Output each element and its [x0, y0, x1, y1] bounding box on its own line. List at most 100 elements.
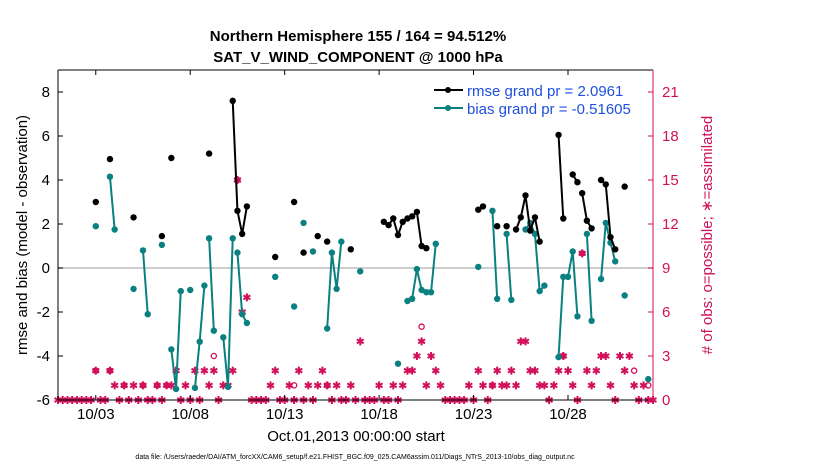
bias-point — [328, 249, 336, 256]
bias-point — [144, 311, 151, 318]
obs-assimilated-point — [474, 366, 483, 375]
y-right-tick-label: 0 — [662, 392, 670, 409]
bias-point — [139, 247, 147, 254]
x-tick-label: 10/13 — [266, 406, 304, 423]
y-right-tick-label: 15 — [662, 172, 679, 189]
bias-point — [168, 346, 175, 353]
obs-assimilated-point — [488, 381, 497, 390]
rmse-point — [475, 206, 482, 213]
obs-assimilated-point — [181, 381, 190, 390]
rmse-point — [531, 214, 539, 221]
y-tick-label: 2 — [42, 216, 50, 233]
obs-assimilated-point — [323, 381, 332, 390]
obs-assimilated-point — [587, 381, 596, 390]
y-axis-label: rmse and bias (model - observation) — [14, 115, 31, 355]
rmse-point — [323, 238, 331, 245]
bias-point — [309, 248, 317, 255]
bias-point — [243, 319, 251, 327]
rmse-point — [612, 246, 619, 253]
obs-assimilated-point — [408, 366, 417, 375]
obs-assimilated-point — [436, 381, 445, 390]
obs-assimilated-point — [639, 381, 648, 390]
obs-assimilated-point — [375, 381, 384, 390]
rmse-point — [569, 171, 576, 178]
rmse-line — [231, 100, 248, 235]
bias-point — [210, 327, 218, 334]
obs-assimilated-point — [427, 352, 436, 360]
rmse-line — [557, 134, 565, 219]
bias-point — [158, 241, 166, 249]
rmse-point — [314, 232, 321, 240]
bias-point — [612, 258, 619, 265]
obs-assimilated-point — [398, 381, 407, 390]
bias-point — [290, 303, 298, 310]
obs-assimilated-point — [356, 337, 365, 346]
bias-point — [111, 226, 118, 233]
bias-point — [602, 219, 609, 227]
obs-assimilated-point — [540, 381, 549, 390]
bias-point — [493, 295, 501, 302]
obs-assimilated-point — [412, 352, 421, 360]
rmse-point — [390, 215, 397, 222]
bias-point — [489, 207, 496, 214]
legend-rmse-label: rmse grand pr = 2.0961 — [467, 83, 623, 100]
rmse-point — [380, 218, 388, 225]
obs-assimilated-point — [318, 366, 327, 375]
obs-assimilated-point — [422, 381, 431, 390]
rmse-point — [574, 179, 581, 186]
obs-assimilated-point — [502, 381, 511, 390]
obs-assimilated-point — [568, 381, 577, 390]
obs-assimilated-point — [105, 366, 114, 375]
rmse-point — [347, 246, 354, 253]
rmse-point — [527, 227, 534, 234]
x-tick-label: 10/28 — [549, 406, 587, 423]
x-tick-label: 10/18 — [360, 406, 398, 423]
bias-point — [574, 313, 581, 320]
rmse-point — [106, 155, 114, 163]
rmse-point — [423, 245, 430, 252]
obs-assimilated-point — [91, 366, 100, 375]
bias-point — [201, 282, 208, 289]
rmse-point — [394, 231, 402, 239]
obs-possible-point — [418, 323, 425, 330]
bias-point — [531, 230, 539, 238]
obs-assimilated-point — [209, 366, 218, 375]
bias-point — [196, 338, 203, 345]
obs-assimilated-point — [242, 293, 251, 302]
bias-point — [394, 360, 402, 367]
obs-assimilated-point — [582, 366, 591, 375]
obs-assimilated-point — [493, 366, 502, 375]
obs-assimilated-point — [205, 381, 214, 390]
rmse-point — [272, 253, 279, 261]
bias-point — [541, 282, 548, 289]
bias-line — [142, 250, 149, 315]
rmse-point — [536, 238, 543, 245]
bias-point — [106, 173, 114, 180]
bias-point — [423, 289, 430, 296]
obs-assimilated-point — [120, 381, 129, 390]
legend-rmse-marker — [445, 87, 451, 93]
legend-box — [420, 76, 648, 122]
obs-assimilated-point — [601, 352, 610, 360]
rmse-point — [493, 223, 501, 230]
bias-point — [583, 230, 591, 238]
obs-assimilated-point — [549, 381, 558, 390]
obs-possible-point — [210, 352, 218, 360]
bias-series-layer — [92, 173, 652, 393]
obs-possible-point — [645, 382, 652, 389]
y-right-tick-label: 18 — [662, 128, 679, 145]
bias-point — [427, 289, 435, 296]
x-tick-label: 10/03 — [77, 406, 115, 423]
rmse-point — [479, 203, 487, 210]
bias-point — [508, 296, 515, 304]
obs-assimilated-point — [139, 381, 147, 390]
rmse-point — [399, 218, 406, 225]
obs-assimilated-point — [578, 249, 587, 258]
legend-bias-label: bias grand pr = -0.51605 — [467, 101, 631, 118]
y-right-tick-label: 9 — [662, 260, 670, 277]
bias-point — [475, 263, 482, 271]
bias-point — [413, 265, 421, 273]
obs-assimilated-point — [479, 381, 487, 390]
bias-point — [564, 273, 572, 280]
bias-line — [600, 222, 617, 280]
